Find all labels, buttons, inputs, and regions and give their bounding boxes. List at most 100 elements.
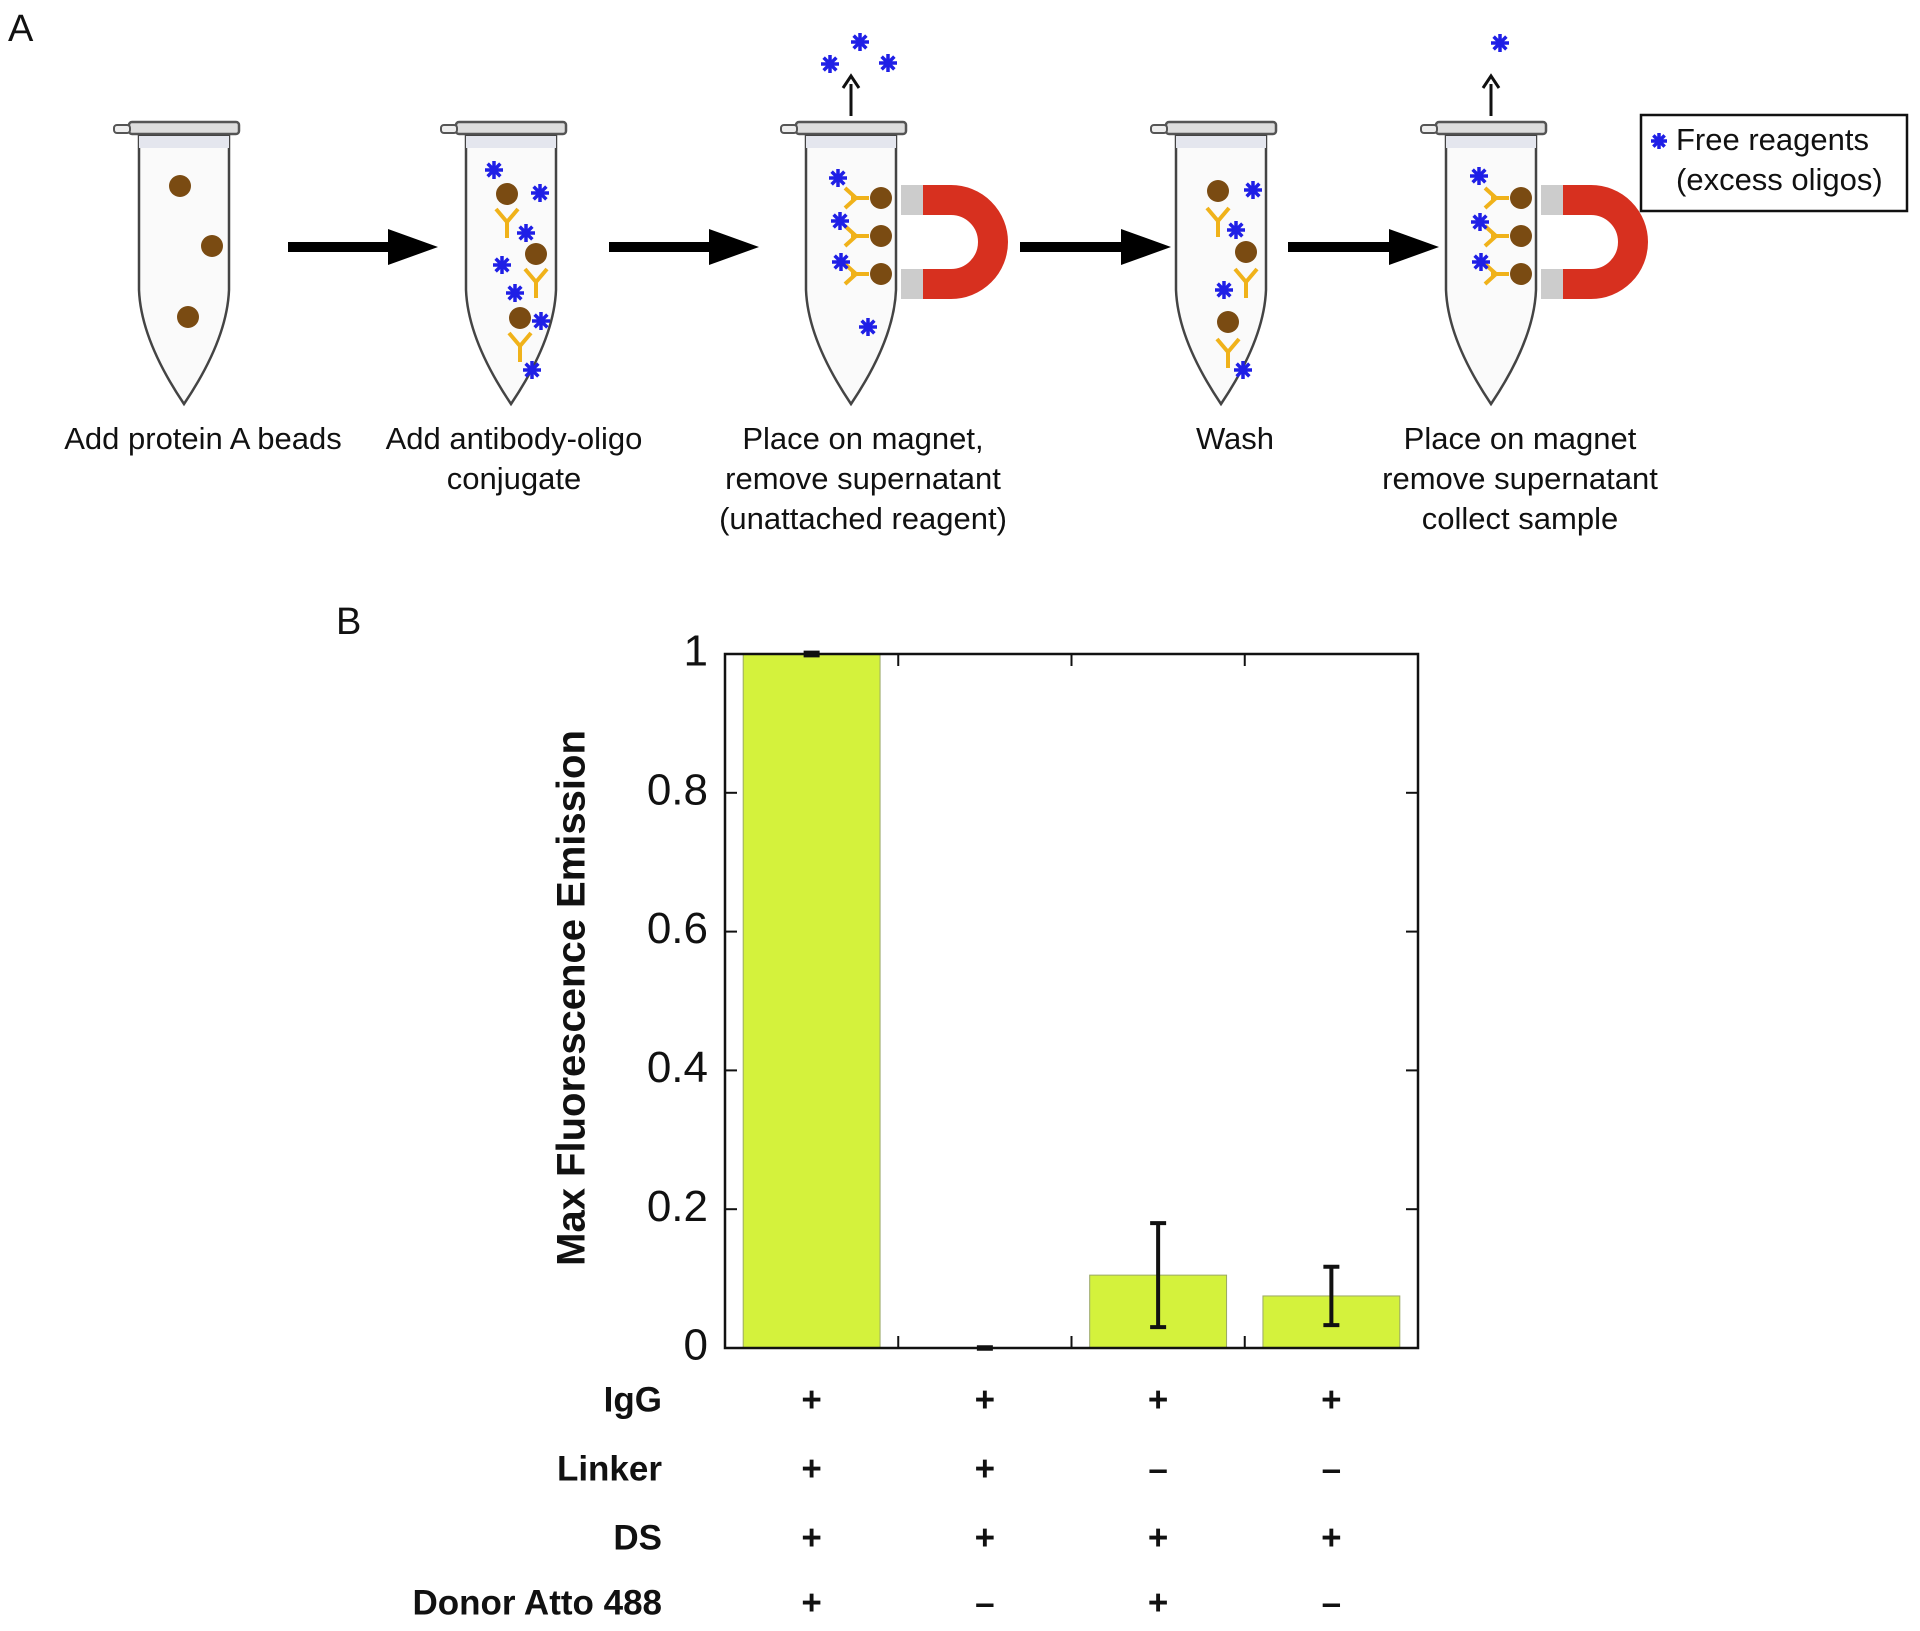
tube-body <box>1174 134 1268 407</box>
antibody <box>523 267 549 298</box>
bead <box>1510 263 1532 285</box>
reagent-icon <box>879 54 897 72</box>
tube-rim <box>139 136 229 148</box>
tube-hinge <box>440 124 458 134</box>
tube-hinge <box>113 124 131 134</box>
magnet-tip <box>1541 269 1563 299</box>
bead <box>1510 187 1532 209</box>
step-arrow-head <box>1121 229 1171 265</box>
antibody <box>1483 186 1509 210</box>
step-label: Wash <box>1196 421 1274 456</box>
reagent-icon <box>1215 281 1233 299</box>
condition-mark: – <box>1322 1449 1341 1488</box>
magnet <box>911 185 1008 299</box>
bar <box>742 653 881 1349</box>
antibody <box>843 186 869 210</box>
condition-mark: + <box>975 1380 995 1419</box>
tube-rim <box>806 136 896 148</box>
bead <box>177 306 199 328</box>
antibody <box>843 224 869 248</box>
condition-mark: + <box>801 1380 821 1419</box>
condition-mark: + <box>1148 1518 1168 1557</box>
up-arrow-head <box>841 73 861 89</box>
tube-body <box>137 134 231 407</box>
reagent-icon <box>531 184 549 202</box>
reagent-icon <box>829 169 847 187</box>
legend-text: Free reagents <box>1676 122 1869 157</box>
condition-mark: – <box>1148 1449 1167 1488</box>
condition-name: Linker <box>557 1449 662 1488</box>
condition-mark: + <box>975 1518 995 1557</box>
reagent-icon <box>821 55 839 73</box>
y-tick-label: 0 <box>684 1321 708 1370</box>
y-tick-label: 1 <box>684 627 708 676</box>
antibody <box>1233 267 1259 298</box>
reagent-icon <box>859 318 877 336</box>
condition-mark: + <box>801 1449 821 1488</box>
step-label: remove supernatant <box>725 461 1001 496</box>
condition-name: IgG <box>604 1380 662 1419</box>
panel-label: B <box>336 601 361 643</box>
step-label: Add antibody-oligo <box>386 421 643 456</box>
reagent-icon <box>832 253 850 271</box>
step-label: collect sample <box>1422 501 1618 536</box>
condition-mark: – <box>1322 1583 1341 1622</box>
bead <box>509 307 531 329</box>
tube-hinge <box>780 124 798 134</box>
y-axis-title: Max Fluorescence Emission <box>550 730 594 1266</box>
tube-rim <box>1176 136 1266 148</box>
tube-cap <box>127 120 241 136</box>
reagent-icon <box>851 33 869 51</box>
step-label: Add protein A beads <box>64 421 342 456</box>
bead <box>1207 180 1229 202</box>
condition-mark: – <box>975 1583 994 1622</box>
reagent-icon <box>1234 361 1252 379</box>
tube-cap <box>454 120 568 136</box>
condition-mark: + <box>1148 1583 1168 1622</box>
reagent-icon <box>1244 181 1262 199</box>
legend-box <box>1639 113 1909 213</box>
reagent-icon <box>523 361 541 379</box>
y-tick-label: 0.4 <box>647 1043 708 1092</box>
plot-frame <box>723 652 1420 1350</box>
condition-mark: + <box>1321 1518 1341 1557</box>
magnet-tip <box>1541 185 1563 215</box>
reagent-icon <box>493 256 511 274</box>
tube-hinge <box>1420 124 1438 134</box>
bead <box>1235 241 1257 263</box>
antibody <box>1215 337 1241 368</box>
step-arrow-head <box>709 229 759 265</box>
condition-mark: + <box>1148 1380 1168 1419</box>
reagent-icon <box>506 284 524 302</box>
antibody <box>507 331 533 362</box>
bead <box>496 183 518 205</box>
bead <box>201 235 223 257</box>
condition-name: Donor Atto 488 <box>412 1583 662 1622</box>
step-label: remove supernatant <box>1382 461 1658 496</box>
bead <box>525 243 547 265</box>
condition-name: DS <box>613 1518 662 1557</box>
error-bar <box>1323 1264 1340 1328</box>
magnet <box>1551 185 1648 299</box>
reagent-icon <box>517 224 535 242</box>
reagent-icon <box>1471 213 1489 231</box>
reagent-icon <box>485 161 503 179</box>
bead <box>870 263 892 285</box>
tube-rim <box>1446 136 1536 148</box>
magnet-tip <box>901 185 923 215</box>
bead <box>1510 225 1532 247</box>
step-label: Place on magnet <box>1404 421 1637 456</box>
y-tick-label: 0.2 <box>647 1182 708 1231</box>
y-tick-label: 0.8 <box>647 765 708 814</box>
condition-mark: + <box>801 1583 821 1622</box>
condition-mark: + <box>801 1518 821 1557</box>
bead <box>870 187 892 209</box>
legend-text: (excess oligos) <box>1676 162 1883 197</box>
tube-body <box>464 134 558 407</box>
tube-cap <box>1164 120 1278 136</box>
tube-cap <box>794 120 908 136</box>
antibody <box>494 207 520 238</box>
step-label: (unattached reagent) <box>719 501 1007 536</box>
step-arrow-head <box>1389 229 1439 265</box>
reagent-icon <box>1651 133 1667 149</box>
